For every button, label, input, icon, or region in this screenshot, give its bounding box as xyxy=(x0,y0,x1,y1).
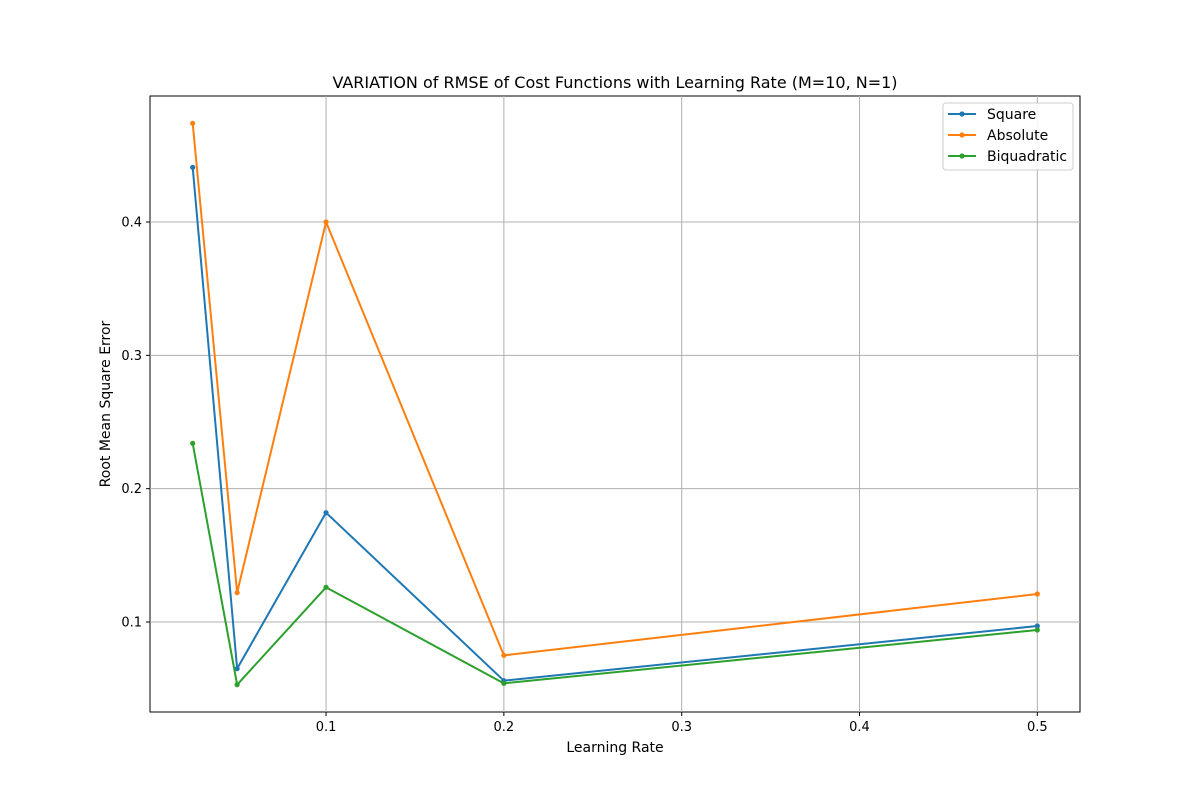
data-point-biquadratic xyxy=(234,682,240,688)
y-tick-label: 0.4 xyxy=(121,216,142,231)
data-point-biquadratic xyxy=(1034,627,1040,633)
series-absolute xyxy=(190,120,1040,658)
y-tick-label: 0.1 xyxy=(121,616,142,631)
legend-label-absolute: Absolute xyxy=(987,128,1048,144)
legend-item-biquadratic: Biquadratic xyxy=(948,149,1067,165)
data-point-absolute xyxy=(190,120,196,126)
y-axis-title: Root Mean Square Error xyxy=(98,320,114,487)
y-tick-label: 0.2 xyxy=(121,482,142,497)
y-tick-label: 0.3 xyxy=(121,349,142,364)
data-point-biquadratic xyxy=(501,680,507,686)
data-point-absolute xyxy=(323,219,329,225)
legend-label-square: Square xyxy=(987,107,1036,123)
data-point-biquadratic xyxy=(190,440,196,446)
legend-marker-square xyxy=(959,111,965,117)
legend-label-biquadratic: Biquadratic xyxy=(987,149,1067,165)
x-tick-label: 0.4 xyxy=(849,720,870,735)
legend-box xyxy=(942,102,1074,171)
data-point-square xyxy=(1034,623,1040,629)
legend-marker-absolute xyxy=(959,132,965,138)
x-tick-label: 0.1 xyxy=(316,720,337,735)
y-axis-ticks: 0.1 0.2 0.3 0.4 xyxy=(121,216,150,631)
series-line-biquadratic xyxy=(191,443,1038,686)
data-point-absolute xyxy=(234,590,240,596)
x-tick-label: 0.5 xyxy=(1027,720,1048,735)
grid-lines xyxy=(150,96,1080,712)
series-line-square xyxy=(191,167,1038,682)
series-biquadratic xyxy=(190,440,1040,688)
x-axis-title: Learning Rate xyxy=(566,740,663,756)
data-point-square xyxy=(323,510,329,516)
chart-title: VARIATION of RMSE of Cost Functions with… xyxy=(332,73,897,92)
data-point-absolute xyxy=(1034,591,1040,597)
x-axis-ticks: 0.1 0.2 0.3 0.4 0.5 xyxy=(316,712,1048,735)
plot-area xyxy=(149,95,1081,713)
data-point-square xyxy=(234,666,240,672)
data-point-square xyxy=(190,164,196,170)
series-square xyxy=(190,164,1040,684)
legend-item-absolute: Absolute xyxy=(948,128,1048,144)
x-tick-label: 0.3 xyxy=(671,720,692,735)
legend-marker-biquadratic xyxy=(959,153,965,159)
data-point-absolute xyxy=(501,652,507,658)
legend: Square Absolute Biquadratic xyxy=(942,102,1074,171)
x-tick-label: 0.2 xyxy=(494,720,515,735)
legend-item-square: Square xyxy=(948,107,1036,123)
series-group xyxy=(190,120,1040,688)
data-point-biquadratic xyxy=(323,584,329,590)
series-line-absolute xyxy=(191,123,1038,657)
